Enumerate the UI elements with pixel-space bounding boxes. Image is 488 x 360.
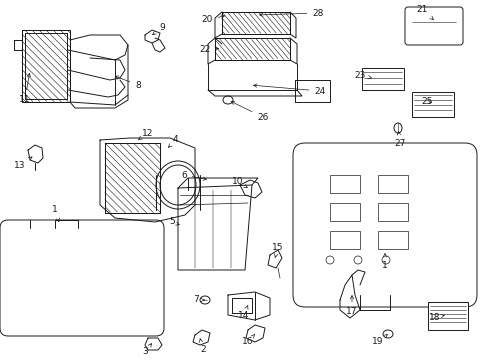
- Text: 12: 12: [139, 129, 153, 140]
- Text: 24: 24: [253, 84, 325, 95]
- Text: 3: 3: [142, 343, 151, 356]
- Text: 28: 28: [259, 9, 323, 18]
- Text: 16: 16: [242, 334, 254, 346]
- Text: 22: 22: [199, 45, 218, 54]
- Text: 23: 23: [354, 71, 371, 80]
- Ellipse shape: [160, 165, 196, 205]
- Text: 14: 14: [238, 305, 249, 320]
- Bar: [22, 30, 70, 102]
- FancyBboxPatch shape: [404, 7, 462, 45]
- Text: 17: 17: [346, 296, 357, 316]
- Text: 7: 7: [193, 296, 204, 305]
- Ellipse shape: [393, 123, 401, 133]
- Text: 4: 4: [168, 135, 178, 147]
- Bar: [377, 231, 407, 249]
- Bar: [222, 12, 289, 34]
- Text: 9: 9: [152, 23, 164, 35]
- Bar: [411, 92, 453, 117]
- Bar: [329, 203, 359, 221]
- Text: 2: 2: [199, 339, 205, 355]
- Bar: [377, 203, 407, 221]
- Text: 27: 27: [393, 131, 405, 148]
- Bar: [329, 231, 359, 249]
- Ellipse shape: [325, 256, 333, 264]
- Bar: [105, 143, 160, 213]
- Bar: [361, 68, 403, 90]
- Text: 1: 1: [381, 253, 387, 270]
- Text: 21: 21: [415, 5, 432, 19]
- FancyBboxPatch shape: [0, 220, 163, 336]
- Bar: [329, 175, 359, 193]
- Ellipse shape: [223, 96, 232, 104]
- Ellipse shape: [353, 256, 361, 264]
- Bar: [215, 38, 289, 60]
- Text: 19: 19: [371, 334, 386, 346]
- Text: 18: 18: [428, 314, 443, 323]
- Ellipse shape: [200, 296, 209, 304]
- Text: 8: 8: [115, 76, 141, 90]
- Text: 15: 15: [272, 243, 283, 258]
- Text: 20: 20: [201, 15, 224, 24]
- Text: 25: 25: [421, 98, 432, 107]
- FancyBboxPatch shape: [292, 143, 476, 307]
- Ellipse shape: [156, 161, 200, 209]
- Text: 11: 11: [19, 73, 31, 104]
- Bar: [377, 175, 407, 193]
- Bar: [231, 298, 251, 313]
- Ellipse shape: [381, 256, 389, 264]
- Text: 10: 10: [232, 177, 247, 188]
- Text: 26: 26: [231, 102, 268, 122]
- Text: 1: 1: [52, 206, 59, 222]
- Text: 6: 6: [181, 171, 206, 180]
- Bar: [427, 302, 467, 330]
- Text: 13: 13: [14, 157, 32, 170]
- Ellipse shape: [382, 330, 392, 338]
- Text: 5: 5: [169, 217, 179, 226]
